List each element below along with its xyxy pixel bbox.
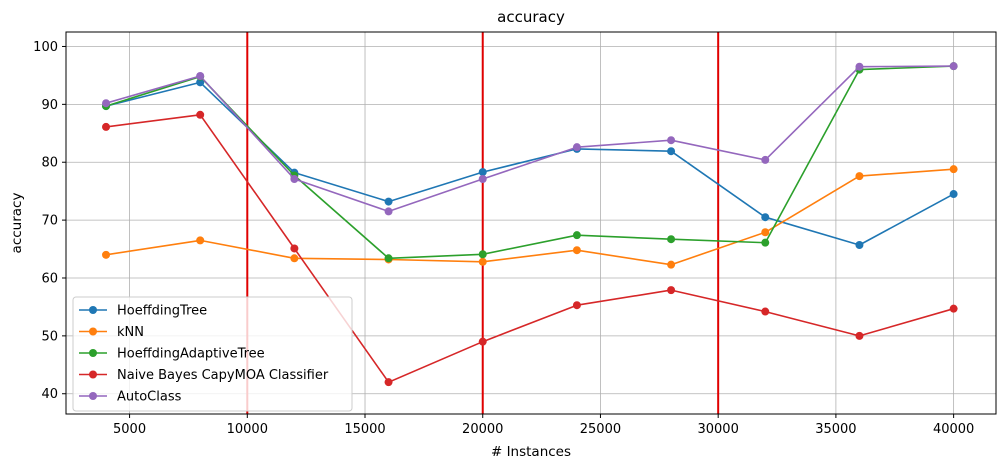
data-point [384, 197, 393, 206]
y-tick-label: 50 [41, 329, 58, 344]
series-3 [102, 110, 958, 387]
legend-label: AutoClass [117, 390, 182, 405]
data-point [761, 307, 770, 316]
x-tick-label: 40000 [933, 422, 974, 437]
legend-box [72, 296, 353, 412]
data-point [572, 143, 581, 152]
data-point [572, 231, 581, 240]
data-point [478, 337, 487, 346]
legend-item: HoeffdingTree [79, 304, 207, 319]
x-tick-label: 15000 [344, 422, 385, 437]
series-line [105, 65, 954, 213]
data-point [478, 175, 487, 184]
legend-marker [89, 392, 97, 400]
legend-item: HoeffdingAdaptiveTree [79, 347, 265, 362]
legend-label: Naive Bayes CapyMOA Classifier [117, 368, 329, 383]
data-point [855, 240, 864, 249]
legend-marker [89, 349, 97, 357]
data-point [196, 110, 205, 119]
data-point [196, 78, 205, 87]
y-tick-label: 100 [33, 40, 58, 55]
y-axis-label: accuracy [9, 193, 25, 254]
legend-item: Naive Bayes CapyMOA Classifier [79, 368, 329, 383]
data-point [478, 257, 487, 266]
data-point [384, 254, 393, 263]
data-point [384, 378, 393, 387]
data-point [761, 238, 770, 247]
data-point [667, 286, 676, 295]
series-line [105, 168, 954, 266]
x-tick-label: 20000 [462, 422, 503, 437]
data-point [102, 122, 111, 131]
x-tick-label: 35000 [815, 422, 856, 437]
legend-item: kNN [79, 325, 144, 340]
series-line [105, 114, 954, 384]
legend-item: AutoClass [79, 390, 182, 405]
data-point [290, 244, 299, 253]
legend-marker [89, 370, 97, 379]
legend-marker [89, 306, 97, 314]
data-point [855, 172, 864, 181]
data-point [949, 62, 958, 71]
legend-label: HoeffdingTree [117, 304, 207, 319]
data-point [196, 236, 205, 245]
data-point [667, 235, 676, 244]
x-tick-label: 25000 [580, 422, 621, 437]
data-point [478, 168, 487, 177]
legend-label: HoeffdingAdaptiveTree [117, 347, 265, 362]
data-point [102, 99, 111, 108]
series-line [105, 65, 954, 260]
data-point [572, 246, 581, 255]
x-tick-label: 30000 [697, 422, 738, 437]
y-tick-label: 40 [41, 387, 58, 402]
data-point [761, 213, 770, 222]
data-point [761, 228, 770, 237]
y-tick-label: 80 [41, 156, 58, 171]
x-tick-label: 5000 [113, 422, 146, 437]
data-point [855, 331, 864, 340]
data-point [290, 175, 299, 184]
data-point [949, 190, 958, 199]
legend-marker [89, 327, 97, 336]
data-point [855, 62, 864, 71]
data-point [667, 147, 676, 156]
series-1 [102, 165, 958, 269]
y-tick-label: 60 [41, 271, 58, 286]
legend: HoeffdingTree kNN HoeffdingAdaptiveTree Nai… [72, 296, 353, 412]
series-layer [102, 62, 958, 387]
chart-title: accuracy [497, 8, 565, 26]
data-point [667, 136, 676, 145]
x-tick-label: 10000 [227, 422, 268, 437]
plot-frame [65, 31, 997, 415]
ticks: 5000 10000 15000 20000 25000 30000 35000 40000 4… [33, 40, 974, 437]
data-point [949, 165, 958, 174]
data-point [290, 254, 299, 263]
data-point [761, 155, 770, 164]
data-point [384, 207, 393, 216]
data-point [196, 71, 205, 80]
data-point [949, 304, 958, 313]
data-point [667, 260, 676, 269]
data-point [102, 250, 111, 259]
data-point [478, 250, 487, 259]
series-4 [102, 62, 958, 216]
y-tick-label: 90 [41, 98, 58, 113]
legend-label: kNN [117, 325, 144, 340]
y-tick-label: 70 [41, 214, 58, 229]
data-point [572, 301, 581, 310]
x-axis-label: # Instances [491, 444, 571, 460]
